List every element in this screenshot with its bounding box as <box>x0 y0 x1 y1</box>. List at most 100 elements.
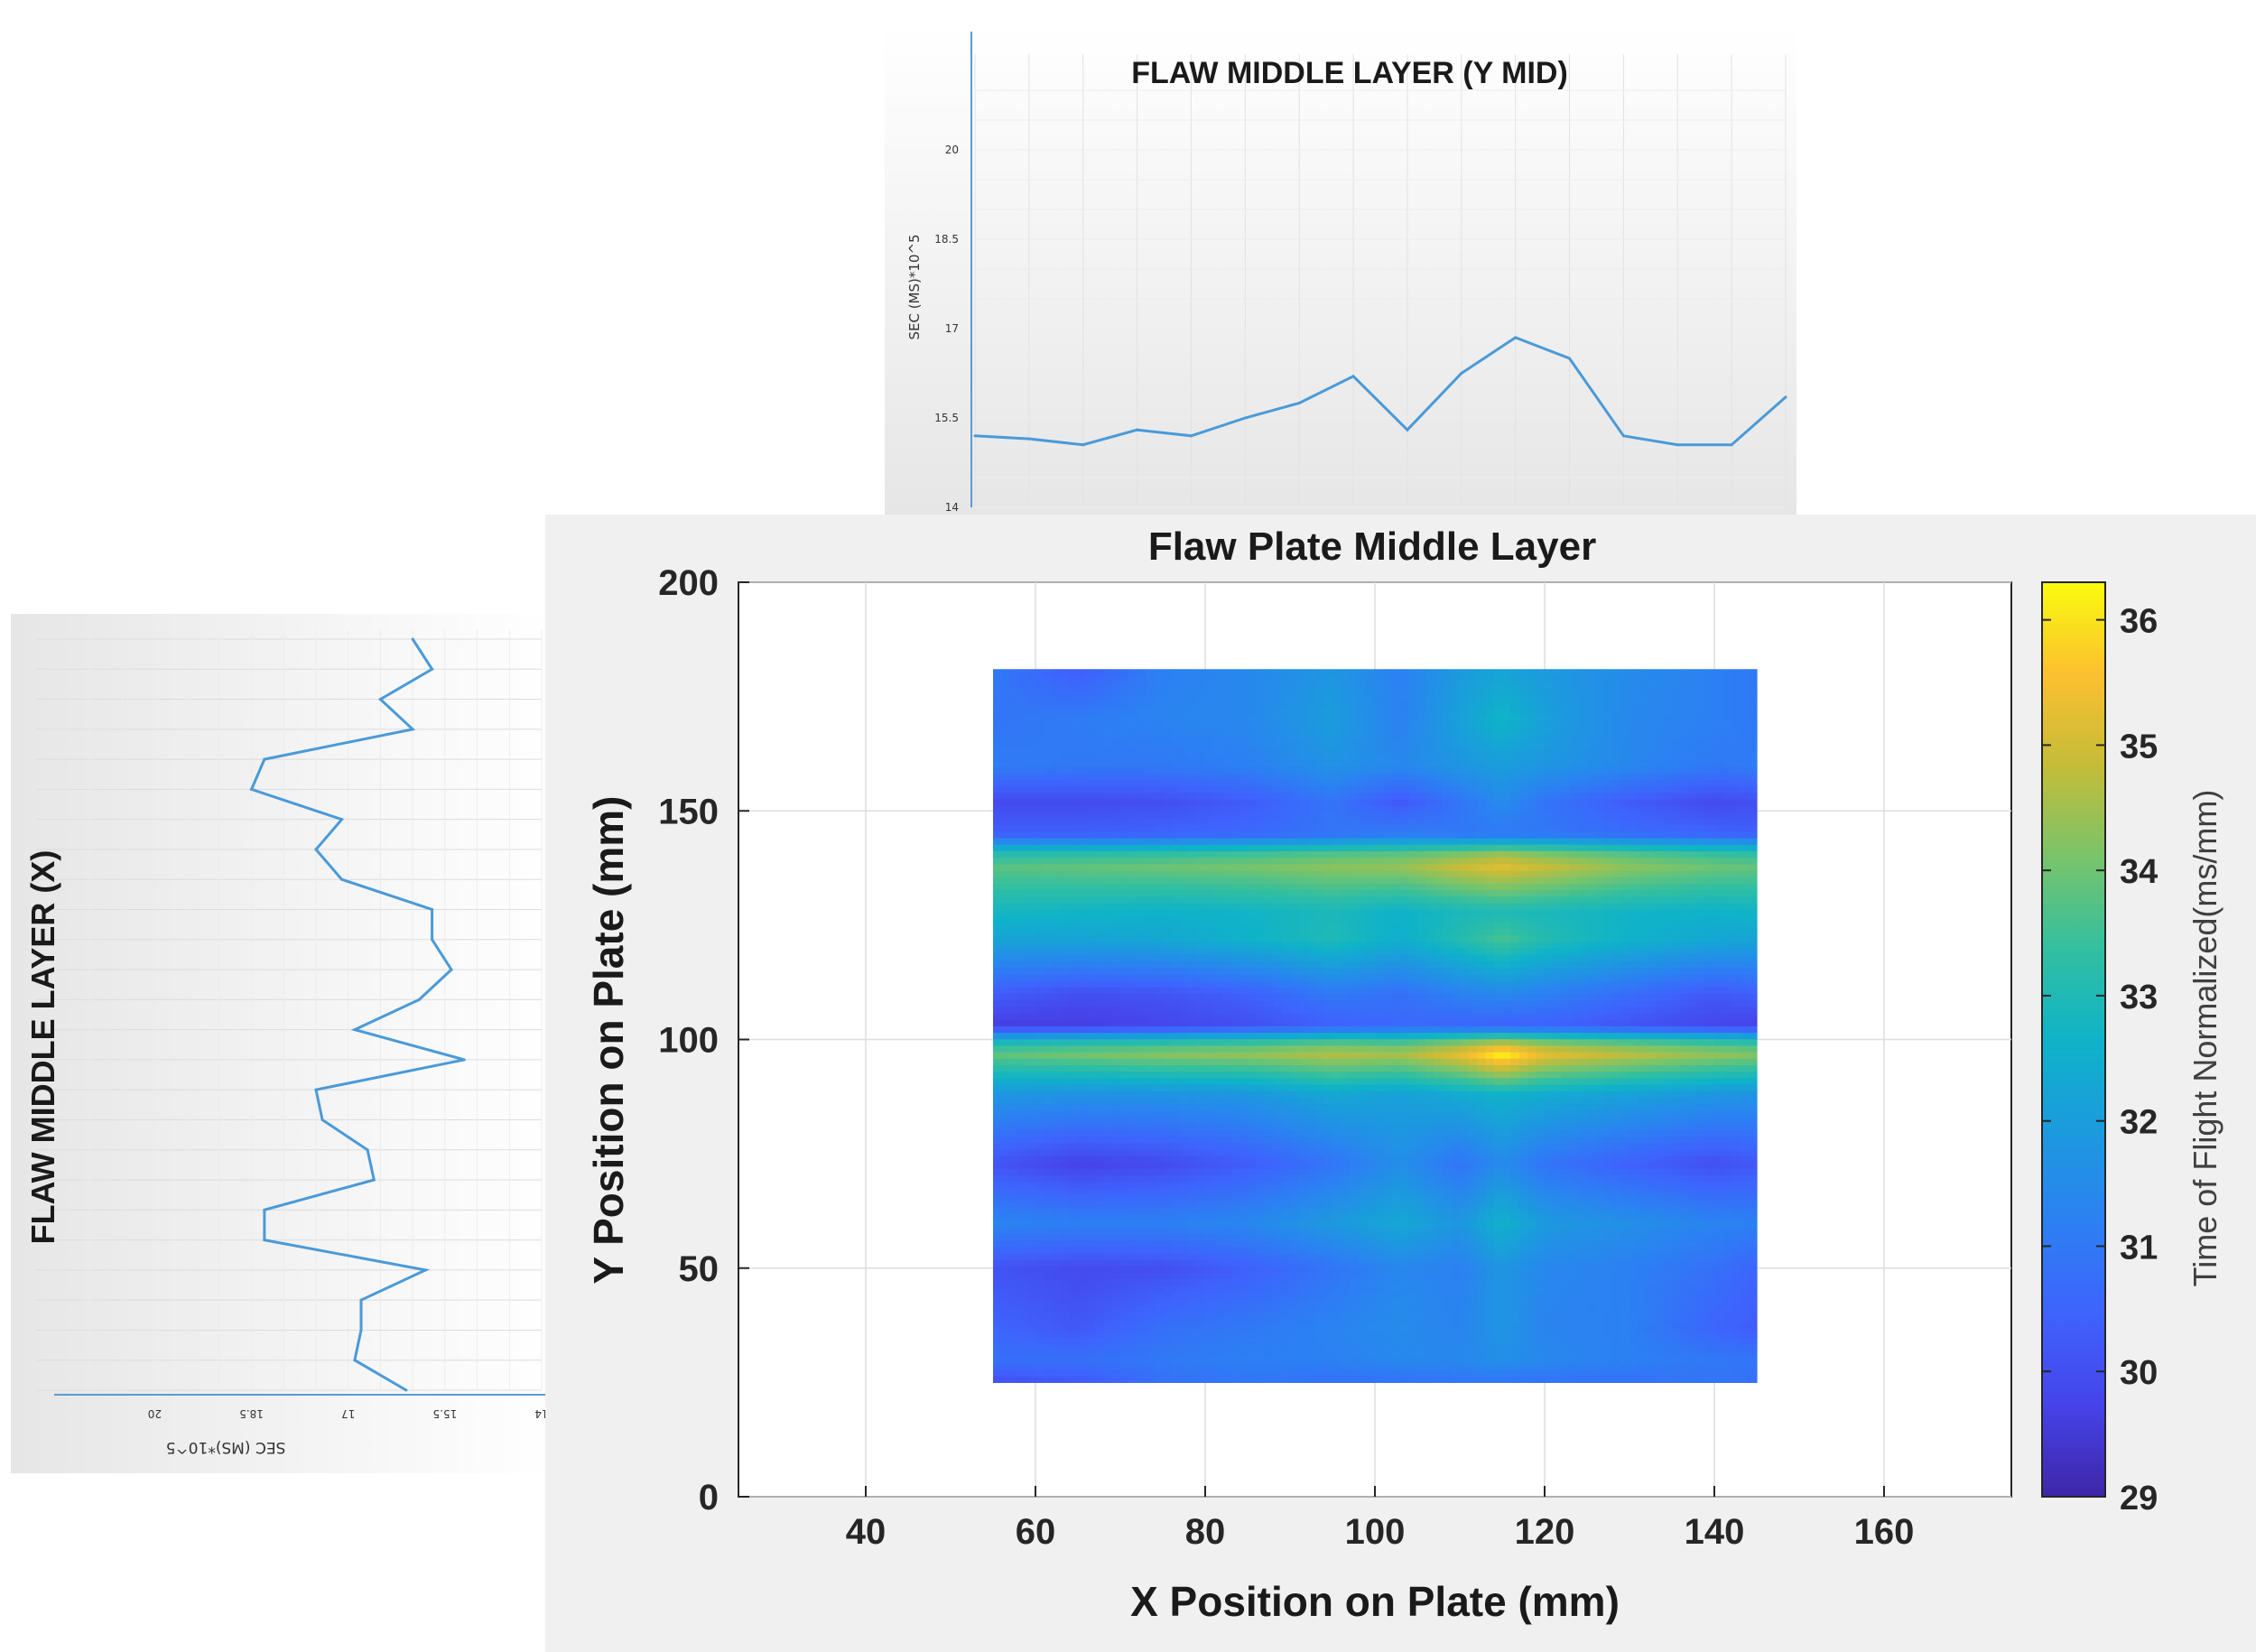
contour-cell <box>1306 818 1316 826</box>
contour-cell <box>1341 902 1351 910</box>
contour-cell <box>1035 883 1044 891</box>
contour-cell <box>1163 941 1172 949</box>
contour-cell <box>1154 1350 1164 1358</box>
contour-cell <box>1018 1116 1028 1124</box>
contour-cell <box>1103 1285 1113 1293</box>
contour-cell <box>1341 688 1351 696</box>
contour-cell <box>1315 675 1325 683</box>
contour-cell <box>1163 1233 1172 1240</box>
contour-cell <box>1221 1213 1231 1221</box>
contour-cell <box>1298 798 1308 806</box>
contour-cell <box>1171 1012 1181 1020</box>
contour-cell <box>1188 1155 1198 1163</box>
contour-cell <box>1188 1077 1198 1085</box>
contour-cell <box>1213 883 1223 891</box>
contour-cell <box>1239 1207 1249 1215</box>
contour-cell <box>1221 1162 1231 1169</box>
contour-cell <box>1290 734 1299 741</box>
contour-cell <box>1086 1109 1096 1118</box>
contour-cell <box>1196 824 1206 832</box>
contour-cell <box>1213 1233 1223 1240</box>
contour-cell <box>1230 934 1240 942</box>
contour-cell <box>1306 973 1316 981</box>
left-chart-title: FLAW MIDDLE LAYER (X) <box>24 850 61 1245</box>
contour-cell <box>1188 967 1198 975</box>
contour-cell <box>1026 999 1036 1007</box>
contour-cell <box>1078 1362 1087 1370</box>
contour-cell <box>1221 701 1231 709</box>
left-data-point <box>431 908 434 912</box>
contour-cell <box>1035 1077 1044 1085</box>
contour-cell <box>1256 941 1266 949</box>
contour-cell <box>1103 1213 1113 1221</box>
contour-cell <box>1298 1213 1308 1221</box>
contour-cell <box>1315 928 1325 936</box>
contour-cell <box>1239 838 1249 845</box>
contour-cell <box>1230 915 1240 923</box>
contour-cell <box>1026 779 1036 787</box>
contour-cell <box>1018 954 1028 962</box>
contour-cell <box>1179 1220 1189 1228</box>
contour-cell <box>1213 1194 1223 1202</box>
contour-cell <box>993 727 1002 735</box>
contour-cell <box>1332 682 1342 690</box>
contour-cell <box>1171 1187 1181 1195</box>
contour-cell <box>1044 1103 1054 1111</box>
contour-cell <box>1163 1168 1172 1176</box>
contour-cell <box>1078 1044 1087 1053</box>
contour-cell <box>1349 1297 1359 1305</box>
contour-cell <box>1188 1201 1198 1209</box>
contour-cell <box>1035 889 1044 897</box>
contour-cell <box>1179 934 1189 942</box>
contour-cell <box>1111 1168 1121 1176</box>
contour-cell <box>1069 727 1079 735</box>
contour-cell <box>1018 1330 1028 1338</box>
contour-cell <box>1264 708 1274 716</box>
contour-cell <box>1069 1168 1079 1176</box>
contour-cell <box>1086 863 1096 871</box>
contour-cell <box>1026 1064 1036 1072</box>
contour-cell <box>1221 1207 1231 1215</box>
contour-cell <box>1103 1201 1113 1209</box>
contour-cell <box>1281 824 1291 832</box>
contour-cell <box>1120 902 1129 910</box>
contour-cell <box>1349 1343 1359 1351</box>
contour-cell <box>1213 1266 1223 1273</box>
contour-cell <box>1044 714 1054 722</box>
contour-cell <box>1120 1330 1129 1338</box>
contour-cell <box>1146 1258 1156 1267</box>
contour-cell <box>1205 1201 1214 1209</box>
contour-cell <box>1163 987 1172 994</box>
contour-cell <box>1205 1311 1214 1319</box>
contour-cell <box>1221 1064 1231 1072</box>
contour-cell <box>1332 1207 1342 1215</box>
contour-cell <box>1069 1266 1079 1273</box>
contour-cell <box>1146 889 1156 897</box>
contour-cell <box>1273 1266 1283 1273</box>
contour-cell <box>1086 766 1096 774</box>
contour-cell <box>1111 1323 1121 1332</box>
contour-cell <box>1078 1323 1087 1332</box>
contour-cell <box>1323 1129 1333 1137</box>
contour-cell <box>1103 1006 1113 1014</box>
contour-cell <box>1306 1155 1316 1163</box>
contour-cell <box>1273 1136 1283 1144</box>
contour-cell <box>1052 915 1062 923</box>
contour-cell <box>1171 869 1181 877</box>
contour-cell <box>1239 1337 1249 1344</box>
contour-cell <box>1163 993 1172 1001</box>
contour-cell <box>1146 1350 1156 1358</box>
contour-cell <box>1146 1291 1156 1299</box>
contour-cell <box>1163 1052 1172 1059</box>
contour-cell <box>1256 1291 1266 1299</box>
contour-cell <box>1332 1019 1342 1026</box>
contour-cell <box>1001 928 1011 936</box>
contour-cell <box>1332 934 1342 942</box>
contour-cell <box>1239 1297 1249 1305</box>
contour-cell <box>1213 694 1223 702</box>
contour-cell <box>1205 1304 1214 1312</box>
contour-cell <box>1323 1376 1333 1383</box>
contour-cell <box>1086 999 1096 1007</box>
contour-cell <box>1009 1097 1019 1105</box>
contour-cell <box>1044 948 1054 955</box>
